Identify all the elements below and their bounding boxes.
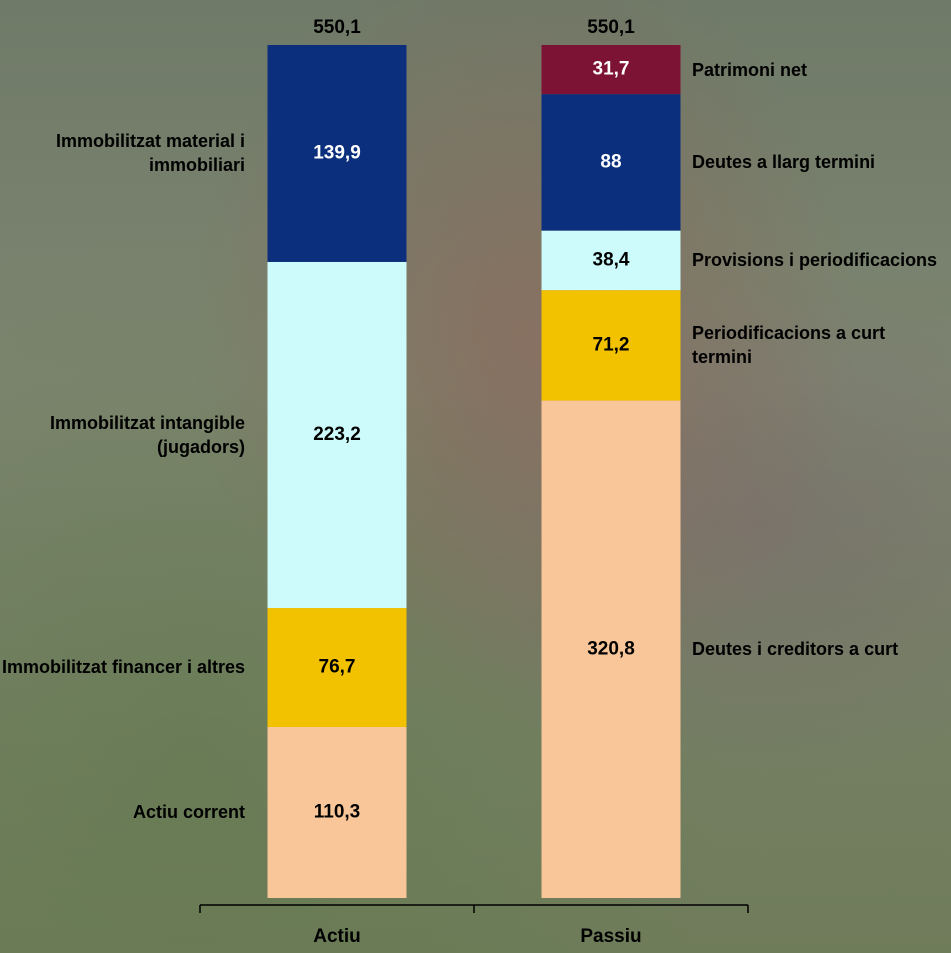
segment-name: Deutes i creditors a curt <box>692 639 899 660</box>
segment-label: Immobilitzat financer i altres <box>0 608 245 727</box>
value-label: 76,7 <box>319 657 356 678</box>
value-label: 31,7 <box>593 59 630 80</box>
segment-label: Actiu corrent <box>0 727 245 898</box>
segment-name: Deutes a llarg termini <box>692 152 876 173</box>
segment-name: Patrimoni net <box>692 59 808 80</box>
segment-name: Immobilitzat intangible (jugadors) <box>49 412 245 457</box>
total-label: 550,1 <box>587 17 635 38</box>
x-tick-label: Actiu <box>313 926 361 947</box>
bar-segment <box>541 230 681 291</box>
segment-name: Immobilitzat financer i altres <box>1 657 245 678</box>
segment-name: Immobilitzat material i immobiliari <box>55 131 245 176</box>
bar-segment <box>267 608 407 727</box>
value-label: 38,4 <box>593 249 630 270</box>
bar-segment <box>267 261 407 609</box>
value-label: 223,2 <box>313 424 361 445</box>
value-label: 88 <box>600 151 621 172</box>
segment-label: Periodificacions a curt termini <box>692 290 947 400</box>
bar-segment <box>541 45 681 95</box>
x-tick-label: Passiu <box>580 926 641 947</box>
bar-segment <box>541 290 681 401</box>
value-label: 71,2 <box>593 334 630 355</box>
bar-segment <box>267 726 407 898</box>
value-label: 139,9 <box>313 142 361 163</box>
bar-segment <box>541 400 681 898</box>
segment-label: Immobilitzat intangible (jugadors) <box>0 262 245 608</box>
value-label: 320,8 <box>587 638 635 659</box>
bar-segment <box>267 45 407 262</box>
total-label: 550,1 <box>313 17 361 38</box>
segment-name: Provisions i periodificacions <box>692 250 938 271</box>
value-label: 110,3 <box>314 801 361 822</box>
segment-label: Immobilitzat material i immobiliari <box>0 45 245 262</box>
segment-label: Deutes i creditors a curt <box>692 401 947 898</box>
bar-segment <box>541 94 681 231</box>
segment-name: Actiu corrent <box>132 802 245 823</box>
segment-name: Periodificacions a curt termini <box>692 323 886 368</box>
segment-label: Deutes a llarg termini <box>692 94 947 230</box>
segment-label: Patrimoni net <box>692 45 947 94</box>
segment-label: Provisions i periodificacions <box>692 231 947 291</box>
